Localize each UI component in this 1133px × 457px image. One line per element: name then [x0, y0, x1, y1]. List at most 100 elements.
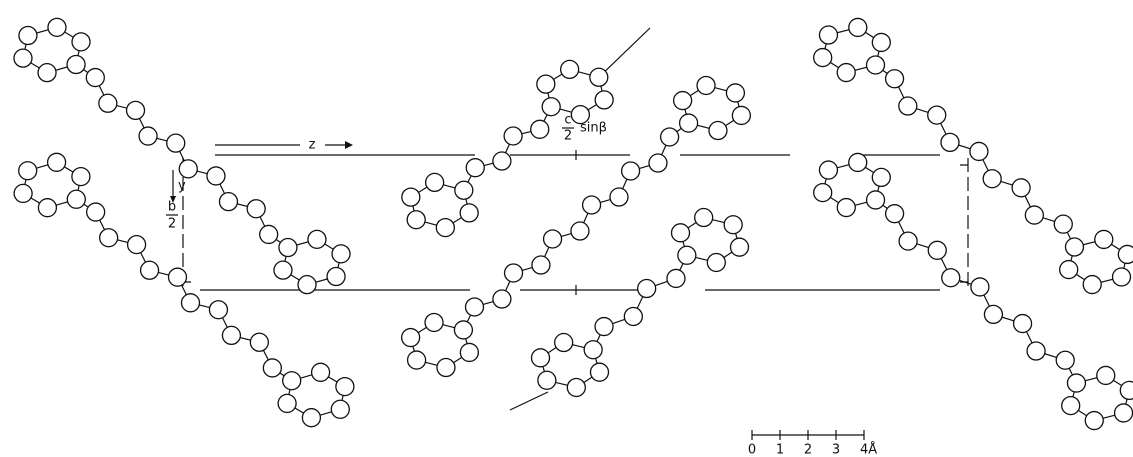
atom [19, 162, 37, 180]
atom [837, 64, 855, 82]
atom [493, 290, 511, 308]
atom [583, 196, 601, 214]
atom [493, 152, 511, 170]
atom [298, 276, 316, 294]
atom [726, 84, 744, 102]
atom [1062, 397, 1080, 415]
atom [928, 106, 946, 124]
atom [260, 225, 278, 243]
atom [649, 154, 667, 172]
atom [537, 75, 555, 93]
atom [1115, 404, 1133, 422]
scale-label: 0 [748, 443, 756, 457]
atom [928, 241, 946, 259]
atom [207, 167, 225, 185]
atom [595, 91, 613, 109]
atom [426, 173, 444, 191]
atom [99, 94, 117, 112]
atom [278, 394, 296, 412]
atom [1113, 268, 1131, 286]
atom [941, 133, 959, 151]
atom [312, 363, 330, 381]
atom [680, 114, 698, 132]
atom [1060, 261, 1078, 279]
atom [555, 334, 573, 352]
atom [571, 222, 589, 240]
fraction-numerator: c [564, 113, 571, 128]
atom [1095, 230, 1113, 248]
atom [638, 280, 656, 298]
atom [849, 18, 867, 36]
atom [1012, 179, 1030, 197]
atom [1120, 381, 1133, 399]
atom [1067, 374, 1085, 392]
atom [436, 219, 454, 237]
atom [327, 268, 345, 286]
atom [67, 190, 85, 208]
crystal-structure-figure: z y b 2 c 2 sinβ 01234Å [0, 0, 1133, 457]
atom [590, 363, 608, 381]
atom [1025, 206, 1043, 224]
atom [505, 264, 523, 282]
atom [14, 184, 32, 202]
atom [209, 301, 227, 319]
atom [538, 371, 556, 389]
atom [544, 230, 562, 248]
atom [667, 269, 685, 287]
atom [48, 18, 66, 36]
atom [590, 68, 608, 86]
atom [886, 70, 904, 88]
atom [274, 261, 292, 279]
atom [72, 168, 90, 186]
arrow-head [345, 141, 353, 149]
fraction-numerator: b [168, 200, 176, 215]
atom [466, 298, 484, 316]
atom [983, 170, 1001, 188]
atom [672, 224, 690, 242]
atom [302, 409, 320, 427]
atom [14, 49, 32, 67]
atom [730, 238, 748, 256]
bond [510, 392, 548, 410]
atom [219, 193, 237, 211]
scale-label: 4Å [860, 442, 877, 457]
atom [455, 181, 473, 199]
atom [169, 268, 187, 286]
atom [181, 294, 199, 312]
atom [402, 188, 420, 206]
atom [437, 359, 455, 377]
atom [1027, 342, 1045, 360]
fraction-denominator: 2 [168, 217, 176, 232]
atom [250, 333, 268, 351]
atom [504, 127, 522, 145]
atom [595, 318, 613, 336]
atom [814, 184, 832, 202]
atom [970, 142, 988, 160]
atom [1054, 215, 1072, 233]
fraction-denominator: 2 [564, 129, 572, 144]
atom [67, 56, 85, 74]
atom [531, 120, 549, 138]
atom [567, 378, 585, 396]
atom [128, 236, 146, 254]
atom [532, 256, 550, 274]
atom [872, 33, 890, 51]
atom [19, 26, 37, 44]
atom [571, 106, 589, 124]
atom [1097, 366, 1115, 384]
atom [674, 92, 692, 110]
atom [86, 69, 104, 87]
atom [87, 203, 105, 221]
atom [1118, 245, 1133, 263]
atom [622, 162, 640, 180]
atom [139, 127, 157, 145]
atom [697, 76, 715, 94]
atom [849, 153, 867, 171]
atom [819, 161, 837, 179]
bond [599, 28, 650, 77]
atom [402, 329, 420, 347]
scale-label: 2 [804, 443, 812, 457]
atom [695, 209, 713, 227]
atom [867, 56, 885, 74]
